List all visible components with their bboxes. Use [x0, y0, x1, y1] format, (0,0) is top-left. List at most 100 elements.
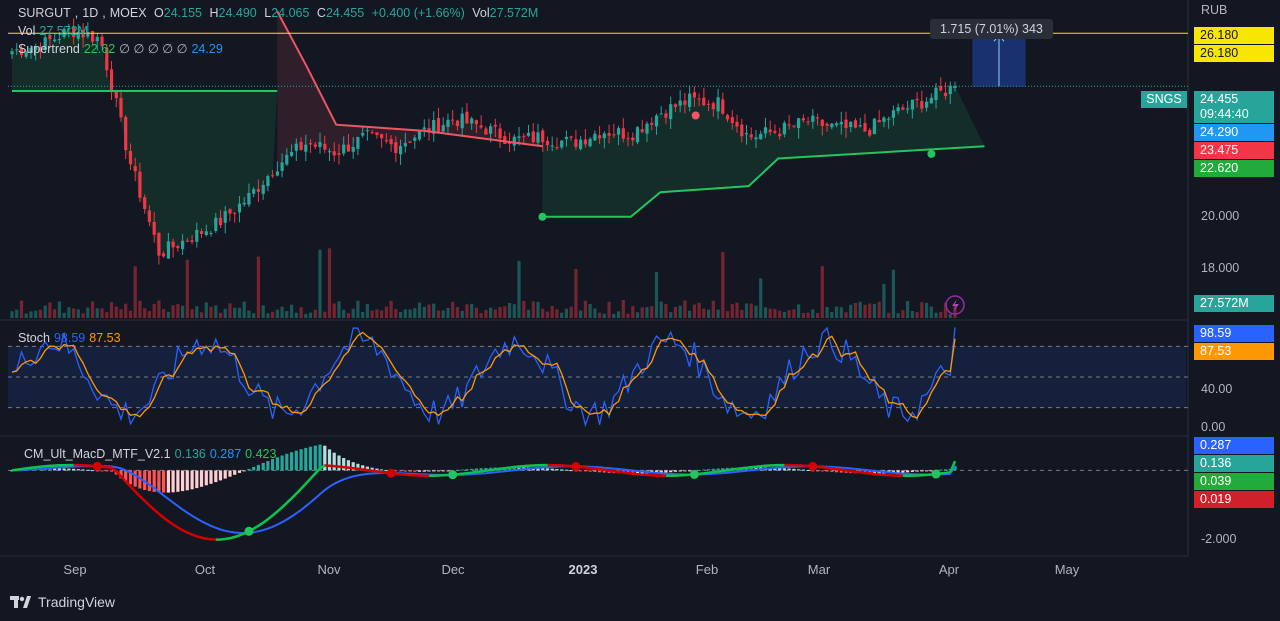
- volume-bar: [199, 312, 204, 318]
- candle-body: [754, 137, 758, 140]
- macd-histogram-bar: [157, 470, 161, 493]
- macd-histogram-bar: [242, 470, 246, 472]
- candle-body: [214, 217, 218, 231]
- macd-histogram-bar: [375, 468, 379, 471]
- stoch-d-line: [11, 331, 956, 419]
- macd-histogram-bar: [403, 470, 407, 472]
- candle-body: [479, 125, 483, 128]
- macd-histogram-bar: [915, 470, 919, 472]
- macd-histogram-bar: [62, 468, 66, 471]
- vol-legend[interactable]: Vol 27.572M: [18, 24, 89, 38]
- candle-body: [403, 143, 407, 147]
- candle-body: [15, 49, 19, 51]
- volume-bar: [816, 312, 820, 318]
- macd-histogram-bar: [271, 459, 275, 471]
- volume-bar: [128, 310, 133, 318]
- close-value: 24.455: [325, 6, 365, 20]
- candle-body: [24, 52, 28, 57]
- volume-bar: [853, 303, 858, 318]
- volume-bar: [872, 303, 876, 318]
- candle-body: [953, 86, 957, 88]
- candle-body: [261, 184, 265, 194]
- candle-body: [849, 121, 853, 128]
- macd-histogram-bar: [57, 468, 61, 471]
- supertrend-fill-up: [542, 85, 985, 217]
- candle-body: [853, 120, 858, 128]
- volume-bar: [801, 313, 805, 318]
- lightning-icon: [952, 299, 959, 312]
- macd-histogram-bar: [48, 468, 52, 471]
- macd-histogram-bar: [896, 470, 900, 473]
- volume-bar: [152, 303, 156, 318]
- volume-bar: [939, 311, 943, 318]
- candle-body: [57, 38, 61, 40]
- macd-histogram-bar: [465, 469, 469, 471]
- candle-body: [939, 86, 943, 91]
- volume-bar: [617, 311, 621, 318]
- candle-body: [252, 189, 256, 194]
- volume-bar: [512, 304, 516, 318]
- candle-body: [583, 139, 587, 145]
- volume-bar: [43, 305, 47, 318]
- volume-bar: [531, 301, 535, 318]
- supertrend-fill-up: [12, 28, 278, 257]
- stoch-k-line: [11, 326, 956, 428]
- candle-body: [327, 151, 332, 153]
- volume-bar: [356, 300, 360, 318]
- macd-histogram-bar: [218, 470, 223, 481]
- candle-body: [271, 175, 275, 177]
- candle-body: [906, 108, 910, 110]
- volume-bar: [607, 301, 611, 318]
- macd-histogram-bar: [673, 470, 677, 472]
- volume-bar: [702, 308, 706, 318]
- candle-body: [820, 119, 824, 126]
- stoch-legend[interactable]: Stoch 98.59 87.53: [18, 331, 121, 345]
- supertrend-green-tag: 22.620: [1194, 160, 1274, 177]
- volume-bar: [877, 301, 881, 318]
- volume-bar: [455, 307, 459, 318]
- volume-bar: [446, 308, 450, 318]
- candle-body: [237, 203, 242, 213]
- candle-body: [901, 107, 905, 110]
- candle-body: [635, 127, 640, 143]
- macd-histogram-bar: [237, 470, 242, 473]
- candle-body: [29, 48, 33, 53]
- candle-body: [877, 120, 881, 123]
- candle-body: [34, 46, 38, 51]
- macd-legend[interactable]: CM_Ult_MacD_MTF_V2.1 0.136 0.287 0.423: [24, 447, 277, 461]
- candle-body: [545, 140, 550, 146]
- volume-bar: [233, 307, 237, 318]
- macd-histogram-bar: [204, 470, 208, 486]
- supertrend-legend[interactable]: Supertrend 22.62 ∅ ∅ ∅ ∅ ∅ 24.29: [18, 42, 223, 56]
- candle-body: [166, 241, 170, 259]
- candle-body: [105, 47, 109, 71]
- candle-body: [692, 92, 696, 98]
- volume-bar: [138, 300, 142, 318]
- tradingview-footer[interactable]: TradingView: [10, 594, 115, 610]
- brand-name: TradingView: [38, 594, 116, 610]
- macd-histogram-bar: [10, 470, 14, 472]
- macd-histogram-bar: [773, 467, 777, 471]
- candle-body: [384, 140, 388, 142]
- macd-histogram-bar: [100, 470, 104, 472]
- macd-histogram-bar: [337, 455, 341, 471]
- volume-bar: [124, 303, 128, 318]
- volume-bar: [650, 306, 654, 318]
- macd-histogram-bar: [787, 468, 791, 471]
- candle-body: [67, 28, 71, 30]
- volume-bar: [806, 312, 810, 318]
- candle-body: [162, 253, 166, 257]
- volume-bar: [162, 309, 166, 318]
- volume-bar: [782, 311, 786, 318]
- volume-bar: [252, 313, 256, 318]
- volume-bar: [190, 309, 194, 318]
- candle-body: [408, 141, 412, 143]
- macd-histogram-bar: [195, 470, 199, 489]
- macd-histogram-bar: [313, 445, 317, 471]
- candle-body: [659, 113, 663, 115]
- candle-body: [574, 139, 578, 147]
- volume-bar: [598, 312, 602, 318]
- macd-cross-dot: [244, 526, 254, 536]
